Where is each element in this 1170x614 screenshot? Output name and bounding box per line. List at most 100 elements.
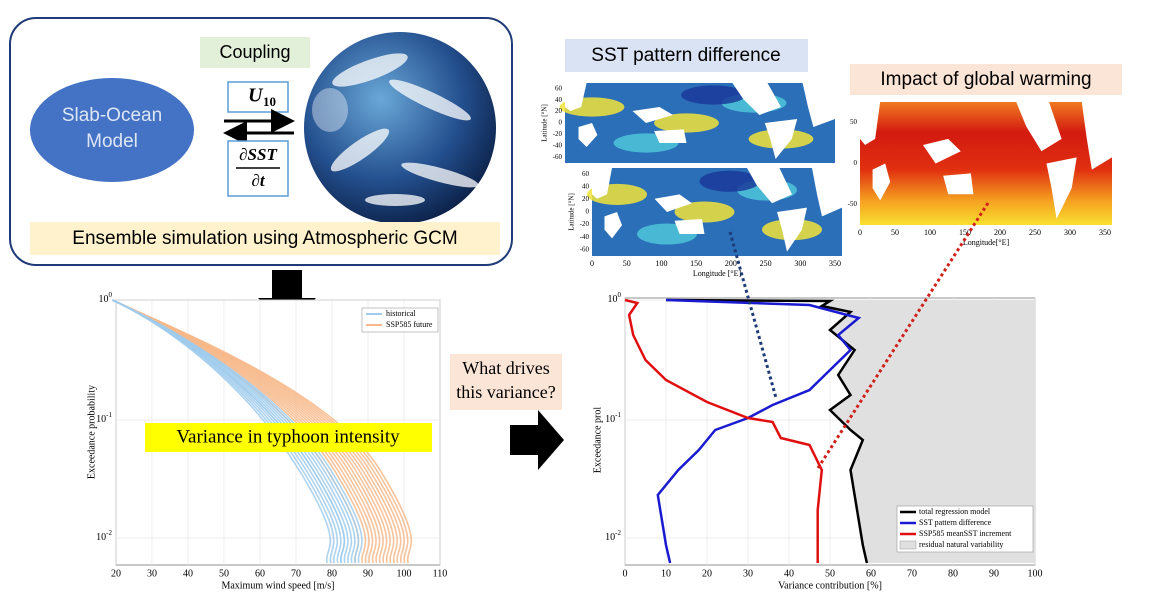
land [565,83,587,111]
total-line [665,298,869,564]
land [654,194,692,212]
x-tick-label: 70 [907,568,917,579]
map-x-tick: 150 [959,228,971,237]
y-axis-label: Exceedance probability [86,385,97,479]
x-tick-label: 60 [866,568,876,579]
sst-anomaly [654,113,719,133]
land [578,123,598,147]
map-y-tick: -40 [553,141,563,149]
map-x-tick: 250 [1029,228,1041,237]
plots: 20 30 40 50 60 70 80 90 100 11010010-110-2Maximum… [86,291,1042,592]
map-y-tick: -20 [553,130,563,138]
tick-exp: -1 [106,411,112,419]
map-x-tick: 300 [794,259,806,268]
map-y-tick: 60 [582,170,590,178]
map-x-tick: 350 [829,259,841,268]
y-tick-label: 10-2 [605,529,621,544]
x-tick-label: 90 [989,568,999,579]
y-axis-label: Exceedance prol [592,407,603,474]
legend-label: SST pattern difference [919,518,992,527]
x-tick-label: 30 [743,568,753,579]
map-x-tick: 200 [725,259,737,268]
map-y-tick: 40 [582,182,590,190]
land [802,83,835,127]
map-x-tick: 350 [1099,228,1111,237]
coupling-bg [200,37,310,68]
x-tick-label: 90 [363,568,373,579]
map-x-label: Longitude[°E] [963,238,1010,247]
map-y-tick: 20 [582,195,590,203]
ocean-model-label: Slab-Ocean [62,105,162,126]
warming-label: Impact of global warming [880,69,1091,90]
x-tick-label: 10 [661,568,671,579]
land [860,102,881,146]
tick-exp: -2 [106,529,112,537]
y-tick-label: 100 [98,291,112,306]
clouds [312,53,479,206]
legend-label: total regression model [919,507,991,516]
legend-box [361,307,439,333]
x-tick-label: 30 [147,568,157,579]
map-x-tick: 0 [590,259,594,268]
y-tick-label: 100 [608,291,622,306]
y-tick-label: 10-2 [96,529,112,544]
legend-label: SSP585 meanSST increment [919,529,1012,538]
x-tick-label: 70 [291,568,301,579]
map-y-tick: 40 [555,96,563,104]
legend-label: historical [386,309,417,318]
x-tick-label: 40 [784,568,794,579]
map-y-tick: -50 [848,200,858,208]
y-tick-label: 10-1 [605,411,621,426]
land [747,168,792,204]
sst-anomaly [681,85,746,105]
x-axis-label: Maximum wind speed [m/s] [221,580,334,591]
question: What drives [462,358,549,378]
land [732,83,781,115]
ensemble-label: Ensemble simulation using Atmospheric GC… [72,228,457,249]
map-y-tick: 60 [555,84,563,92]
dt-label: ∂t [251,171,265,190]
x-tick-label: 80 [327,568,337,579]
map-x-label: Longitude [°E] [693,269,742,278]
x-tick-label: 60 [255,568,265,579]
tick-base: 10 [608,294,618,305]
tick-exp: -2 [615,529,621,537]
land [923,138,961,164]
x-tick-label: 100 [396,568,411,579]
land [764,119,798,159]
x-tick-label: 20 [702,568,712,579]
tick-exp: -1 [615,411,621,419]
link-warming [816,202,990,469]
u10-sub: 10 [263,94,276,109]
x-tick-label: 110 [433,568,448,579]
y-tick-label: 10-1 [96,411,112,426]
map-y-label: Latitude [°N] [568,193,576,231]
highlight-label: Variance in typhoon intensity [176,426,400,447]
ocean-model-label: Model [86,131,138,152]
legend-box [896,505,1034,553]
map-y-tick: -40 [580,233,590,241]
x-tick-label: 0 [623,568,628,579]
map-y-tick: 0 [559,119,563,127]
u10-box [227,81,289,113]
land [777,207,807,252]
residual-area [666,300,1035,563]
tick-exp: 0 [108,291,112,299]
map-x-tick: 200 [994,228,1006,237]
tick-base: 10 [96,532,106,543]
land [654,129,687,143]
sst-anomaly [674,201,735,223]
tick-base: 10 [96,414,106,425]
x-tick-label: 50 [219,568,229,579]
land [604,212,622,239]
right-arrow [510,410,564,470]
map-y-tick: 50 [850,118,858,126]
land [1046,157,1077,219]
land [872,163,891,201]
sst-label-bg [565,39,808,72]
left-plot: 20 30 40 50 60 70 80 90 100 11010010-110-2Maximum… [86,291,447,592]
coupling-label: Coupling [219,42,290,62]
tick-base: 10 [605,532,615,543]
